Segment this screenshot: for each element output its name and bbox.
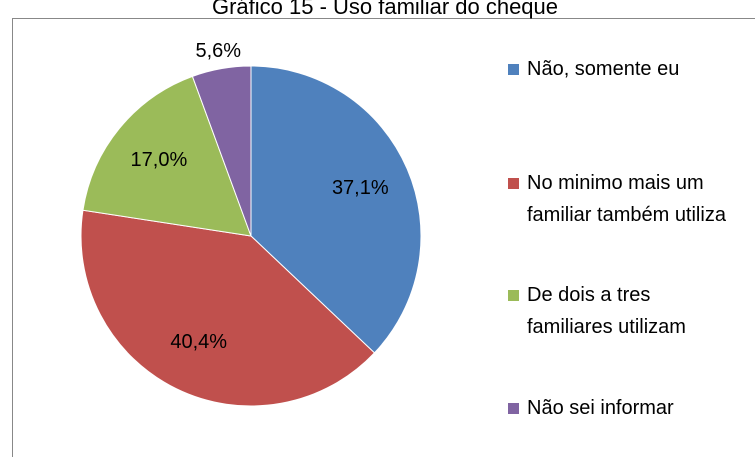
legend-swatch xyxy=(508,290,519,301)
legend-label: No minimo mais um familiar também utiliz… xyxy=(527,172,726,226)
pie-slice xyxy=(80,209,376,407)
pie-slice xyxy=(250,65,422,354)
legend-label: De dois a tres familiares utilizam xyxy=(527,284,686,338)
data-label: 37,1% xyxy=(332,177,389,199)
legend-swatch xyxy=(508,178,519,189)
pie-slice xyxy=(82,75,252,237)
legend-label: Não sei informar xyxy=(527,397,674,419)
pie-slice xyxy=(191,65,252,237)
legend-swatch xyxy=(508,403,519,414)
legend-label: Não, somente eu xyxy=(527,58,680,80)
legend-item: Não, somente eu xyxy=(508,53,740,85)
data-label: 5,6% xyxy=(196,40,242,62)
data-label: 17,0% xyxy=(131,149,188,171)
legend-item: No minimo mais um familiar também utiliz… xyxy=(508,167,740,231)
data-label: 40,4% xyxy=(170,331,227,353)
chart-title: Gráfico 15 - Uso familiar do cheque xyxy=(212,0,558,19)
legend-swatch xyxy=(508,64,519,75)
legend-item: De dois a tres familiares utilizam xyxy=(508,279,740,343)
legend-item: Não sei informar xyxy=(508,392,740,424)
chart-frame xyxy=(12,18,755,457)
